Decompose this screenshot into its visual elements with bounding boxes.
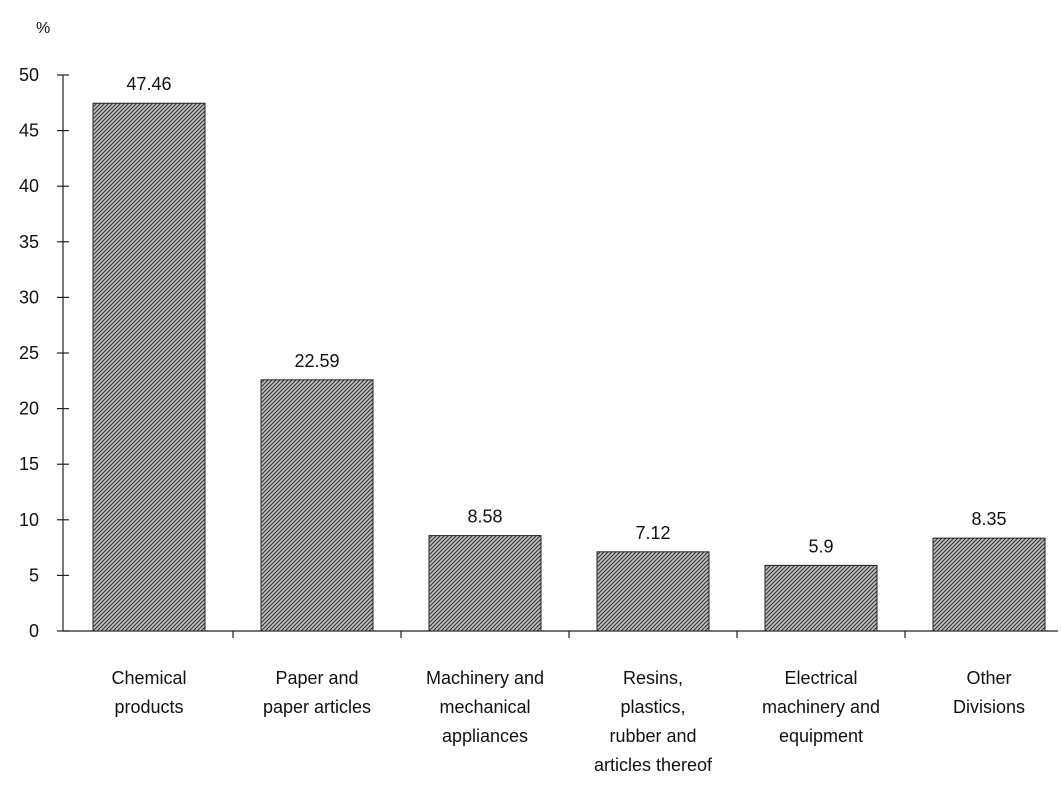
y-tick-label: 45 bbox=[19, 121, 39, 141]
y-tick-label: 10 bbox=[19, 510, 39, 530]
category-label-line: Other bbox=[966, 668, 1011, 688]
bar bbox=[260, 379, 374, 632]
category-label-line: Electrical bbox=[784, 668, 857, 688]
y-axis-ticks: 0 5 10 15 20 25 30 35 40 45 50 bbox=[19, 65, 69, 641]
category-label-line: articles thereof bbox=[594, 755, 713, 775]
category-label-line: machinery and bbox=[762, 697, 880, 717]
category-label: Chemical products bbox=[111, 668, 186, 717]
category-label-line: rubber and bbox=[609, 726, 696, 746]
category-label-line: plastics, bbox=[620, 697, 685, 717]
category-label: Resins, plastics, rubber and articles there… bbox=[594, 668, 713, 775]
category-label-line: Machinery and bbox=[426, 668, 544, 688]
y-tick-label: 0 bbox=[29, 621, 39, 641]
category-label-line: Resins, bbox=[623, 668, 683, 688]
y-tick-label: 15 bbox=[19, 454, 39, 474]
y-tick-label: 20 bbox=[19, 399, 39, 419]
bar bbox=[932, 537, 1046, 632]
category-label-line: Divisions bbox=[953, 697, 1025, 717]
category-label: Other Divisions bbox=[953, 668, 1025, 717]
axes bbox=[62, 75, 1058, 638]
category-label-line: appliances bbox=[442, 726, 528, 746]
category-label-line: Chemical bbox=[111, 668, 186, 688]
value-labels: 47.46 22.59 8.58 7.12 5.9 8.35 bbox=[126, 74, 1006, 556]
category-label: Paper and paper articles bbox=[263, 668, 371, 717]
y-tick-label: 50 bbox=[19, 65, 39, 85]
bar bbox=[596, 551, 710, 632]
bar-value-label: 8.58 bbox=[467, 507, 502, 527]
bar bbox=[428, 535, 542, 632]
category-label-line: Paper and bbox=[275, 668, 358, 688]
bar bbox=[764, 564, 878, 632]
category-label-line: paper articles bbox=[263, 697, 371, 717]
bar-value-label: 8.35 bbox=[971, 509, 1006, 529]
category-label: Electrical machinery and equipment bbox=[762, 668, 880, 746]
category-labels: Chemical products Paper and paper articles M… bbox=[111, 668, 1025, 775]
bar-value-label: 5.9 bbox=[808, 536, 833, 556]
category-label-line: products bbox=[114, 697, 183, 717]
y-tick-label: 35 bbox=[19, 232, 39, 252]
bar-value-label: 22.59 bbox=[294, 351, 339, 371]
category-label-line: equipment bbox=[779, 726, 863, 746]
y-tick-label: 5 bbox=[29, 565, 39, 585]
bar-value-label: 47.46 bbox=[126, 74, 171, 94]
category-label-line: mechanical bbox=[439, 697, 530, 717]
bar-value-label: 7.12 bbox=[635, 523, 670, 543]
y-tick-label: 40 bbox=[19, 176, 39, 196]
bars bbox=[92, 102, 1046, 632]
y-tick-label: 25 bbox=[19, 343, 39, 363]
y-axis-unit-label: % bbox=[36, 20, 50, 37]
y-tick-label: 30 bbox=[19, 287, 39, 307]
category-label: Machinery and mechanical appliances bbox=[426, 668, 544, 746]
bar bbox=[92, 102, 206, 632]
